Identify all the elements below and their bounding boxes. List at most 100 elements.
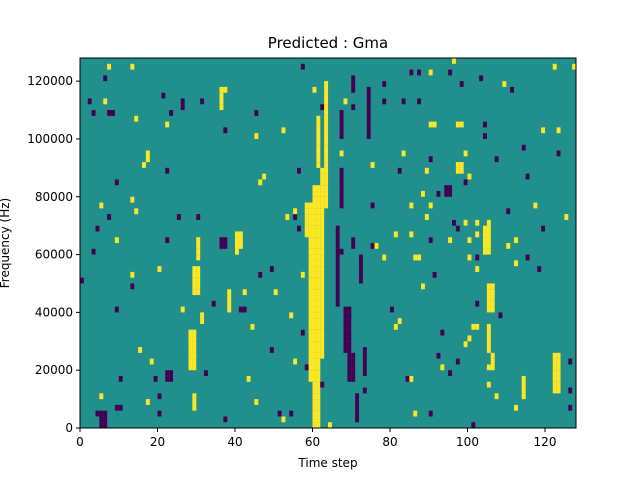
heatmap-cell: [483, 243, 487, 249]
heatmap-cell: [556, 370, 561, 377]
x-axis-label: Time step: [297, 456, 357, 470]
heatmap-cell: [196, 248, 201, 255]
heatmap-cell: [180, 104, 185, 111]
heatmap-cell: [103, 416, 108, 423]
heatmap-cell: [312, 422, 317, 429]
heatmap-cell: [304, 202, 309, 209]
heatmap-cell: [362, 358, 367, 365]
heatmap-cell: [312, 329, 317, 336]
heatmap-cell: [308, 208, 313, 215]
heatmap-cell: [312, 248, 317, 255]
x-tick-label: 20: [150, 435, 165, 449]
heatmap-cell: [417, 69, 422, 76]
heatmap-cell: [196, 289, 201, 296]
heatmap-cell: [316, 323, 321, 330]
heatmap-cell: [308, 341, 313, 348]
heatmap-cell: [114, 237, 119, 244]
heatmap-cell: [366, 104, 371, 111]
heatmap-cell: [366, 133, 371, 139]
heatmap-cell: [475, 300, 480, 307]
heatmap-cell: [490, 300, 495, 307]
heatmap-cell: [355, 416, 360, 423]
heatmap-cell: [188, 352, 193, 359]
x-tick-label: 40: [227, 435, 242, 449]
heatmap-cell: [335, 277, 340, 284]
heatmap-cell: [134, 115, 139, 122]
heatmap-cell: [308, 318, 313, 324]
heatmap-cell: [556, 381, 561, 388]
heatmap-cell: [293, 214, 298, 220]
heatmap-cell: [320, 289, 325, 296]
heatmap-cell: [409, 202, 414, 209]
heatmap-cell: [421, 283, 425, 290]
heatmap-cell: [324, 196, 329, 203]
heatmap-cell: [537, 266, 542, 272]
heatmap-cell: [320, 196, 325, 203]
heatmap-cell: [351, 375, 356, 382]
heatmap-cell: [494, 156, 499, 163]
heatmap-cell: [335, 266, 340, 272]
heatmap-cell: [293, 358, 298, 365]
heatmap-cell: [347, 375, 352, 382]
heatmap-cell: [242, 306, 247, 313]
heatmap-cell: [324, 144, 329, 151]
heatmap-cell: [157, 410, 162, 417]
heatmap-cell: [316, 387, 321, 394]
heatmap-cell: [223, 243, 228, 249]
heatmap-cell: [312, 237, 317, 244]
heatmap-cell: [211, 300, 216, 307]
heatmap-cell: [289, 410, 294, 417]
heatmap-cell: [382, 98, 387, 105]
heatmap-cell: [130, 196, 135, 203]
heatmap-cell: [366, 110, 371, 116]
heatmap-cell: [227, 295, 232, 301]
heatmap-cell: [459, 81, 464, 87]
heatmap-cell: [533, 202, 538, 209]
heatmap-cell: [490, 352, 495, 359]
heatmap-cell: [308, 260, 313, 267]
heatmap-cell: [324, 121, 329, 128]
heatmap-cell: [320, 347, 325, 353]
heatmap-cell: [145, 156, 150, 163]
heatmap-cell: [312, 86, 317, 93]
heatmap-cell: [320, 295, 325, 301]
heatmap-cell: [188, 341, 193, 348]
heatmap-cell: [324, 81, 329, 87]
heatmap-cell: [308, 237, 313, 244]
heatmap-cell: [316, 329, 321, 336]
heatmap-cell: [347, 358, 352, 365]
heatmap-cell: [200, 318, 205, 324]
heatmap-cell: [347, 312, 352, 319]
heatmap-cell: [359, 277, 363, 284]
heatmap-cell: [320, 237, 325, 244]
y-axis-label: Frequency (Hz): [0, 198, 12, 289]
heatmap-cell: [324, 138, 329, 145]
heatmap-cell: [347, 318, 352, 324]
heatmap-cell: [486, 323, 491, 330]
heatmap-cell: [308, 306, 313, 313]
heatmap-cell: [312, 381, 317, 388]
heatmap-cell: [320, 312, 325, 319]
heatmap-cell: [366, 98, 371, 105]
heatmap-cell: [374, 243, 379, 249]
heatmap-cell: [308, 289, 313, 296]
heatmap-cell: [471, 323, 476, 330]
heatmap-cell: [300, 63, 305, 70]
heatmap-cell: [312, 358, 317, 365]
heatmap-cell: [320, 254, 325, 261]
heatmap-cell: [506, 208, 511, 215]
heatmap-cell: [269, 347, 274, 353]
heatmap-cell: [308, 271, 313, 278]
heatmap-cell: [138, 347, 143, 353]
heatmap-cell: [339, 202, 344, 209]
heatmap-cell: [467, 335, 472, 342]
heatmap-cell: [366, 127, 371, 134]
heatmap-cell: [324, 167, 329, 174]
heatmap-cell: [366, 86, 371, 93]
heatmap-cell: [320, 202, 325, 209]
heatmap-cell: [312, 225, 317, 232]
heatmap-cell: [308, 277, 313, 284]
heatmap-cell: [308, 295, 313, 301]
heatmap-cell: [312, 410, 317, 417]
